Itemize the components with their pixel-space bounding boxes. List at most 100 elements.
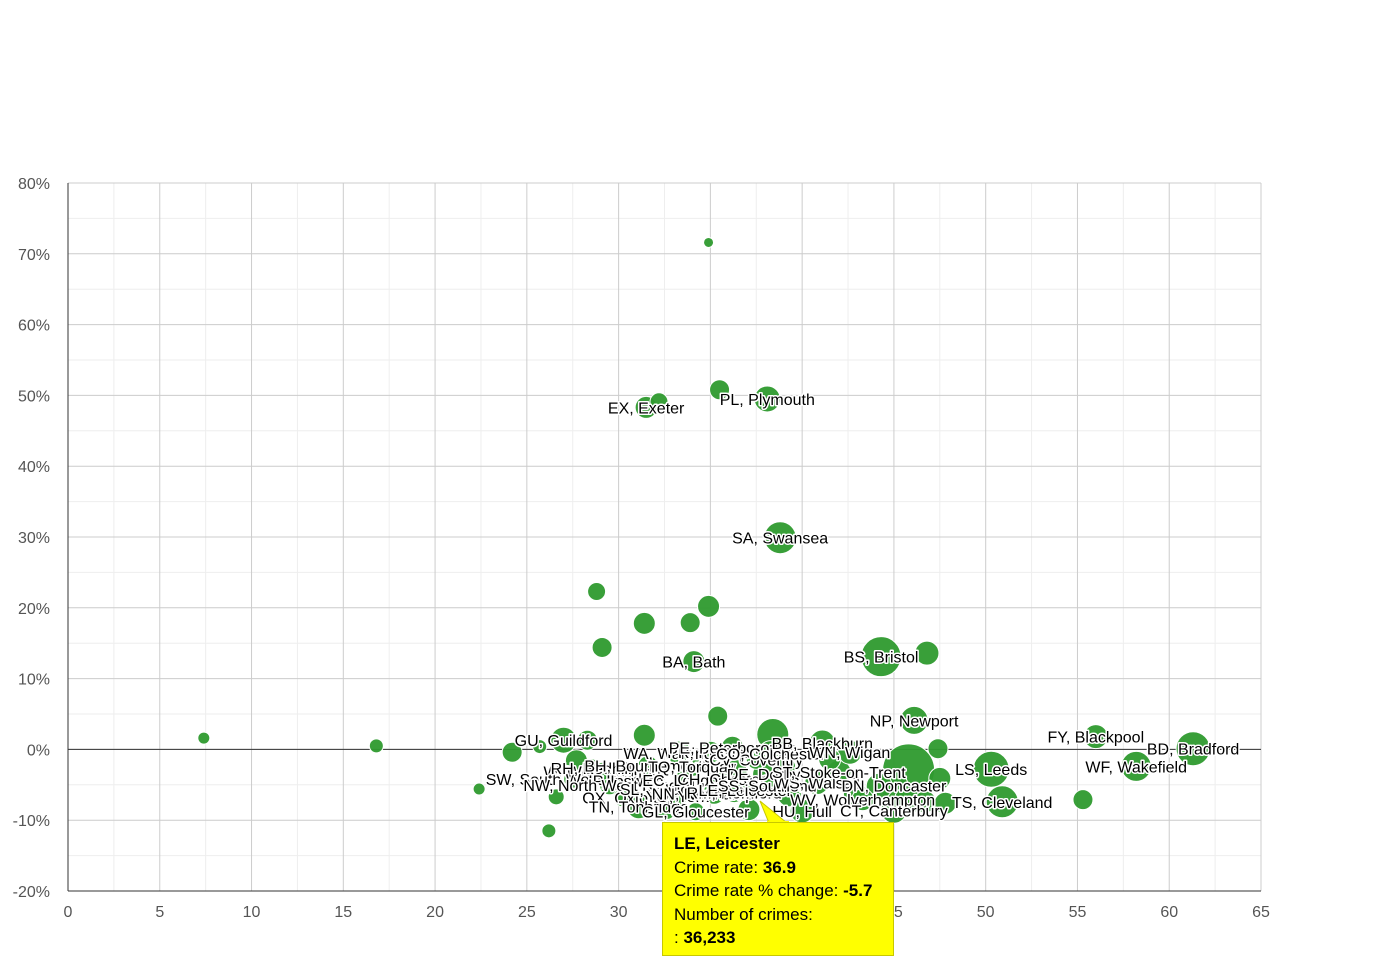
- bubble-point[interactable]: [576, 729, 598, 751]
- bubble-point[interactable]: [649, 392, 669, 412]
- bubble-point[interactable]: [666, 785, 688, 807]
- bubble-label: PL, Plymouth: [720, 392, 815, 409]
- bubble-label: RH, Redhill: [551, 761, 632, 778]
- bubble-point[interactable]: [928, 766, 952, 790]
- bubble-point[interactable]: [679, 612, 701, 634]
- chart-bubbles: [197, 236, 1211, 839]
- x-tick-label: 50: [977, 904, 995, 921]
- bubble-point[interactable]: [637, 755, 659, 777]
- y-tick-label: 60%: [18, 318, 50, 335]
- bubble-label: EX, Exeter: [608, 400, 685, 417]
- bubble-point[interactable]: [865, 772, 893, 800]
- bubble-label: FY, Blackpool: [1047, 730, 1144, 747]
- bubble-label: NW, North West London: [523, 778, 695, 795]
- bubble-label: TN, Tonbridge: [589, 800, 689, 817]
- bubble-point[interactable]: [763, 521, 797, 555]
- bubble-point[interactable]: [541, 823, 557, 839]
- bubble-point[interactable]: [755, 774, 779, 798]
- y-tick-label: 30%: [18, 530, 50, 547]
- bubble-label: BA, Bath: [662, 655, 725, 672]
- bubble-point[interactable]: [612, 788, 632, 808]
- tooltip-count-prefix: :: [674, 928, 679, 947]
- bubble-point[interactable]: [698, 740, 722, 764]
- bubble-point[interactable]: [851, 788, 875, 812]
- bubble-point[interactable]: [804, 770, 830, 796]
- tooltip-crime-rate-label: Crime rate:: [674, 857, 759, 877]
- bubble-point[interactable]: [737, 798, 761, 822]
- bubble-label: CT, Canterbury: [840, 803, 948, 820]
- bubble-label: WS, Walsall: [774, 776, 860, 793]
- bubble-point[interactable]: [686, 802, 706, 822]
- y-tick-label: 20%: [18, 601, 50, 618]
- tooltip-change-value: -5.7: [843, 881, 873, 900]
- bubble-label: WF, Wakefield: [1085, 759, 1187, 776]
- bubble-label: CO, Colchester: [716, 747, 826, 764]
- bubble-label: TQ, Torquay: [648, 759, 736, 776]
- bubble-label: SA, Swansea: [732, 531, 828, 548]
- bubble-point[interactable]: [632, 723, 656, 747]
- bubble-label: DE, Derby: [727, 767, 801, 784]
- bubble-point[interactable]: [626, 794, 652, 820]
- bubble-point[interactable]: [547, 788, 565, 806]
- bubble-point[interactable]: [591, 636, 613, 658]
- bubble-label: BD, Bradford: [1147, 742, 1239, 759]
- bubble-label: BH, Bournemouth: [584, 759, 711, 776]
- bubble-point[interactable]: [745, 748, 767, 770]
- bubble-point[interactable]: [563, 769, 583, 789]
- y-tick-label: -10%: [13, 813, 50, 830]
- bubble-label: EC, London: [642, 773, 727, 790]
- bubble-label: WN, Wigan: [809, 745, 890, 762]
- bubble-point[interactable]: [703, 236, 715, 248]
- bubble-label: PE, Peterborough: [669, 740, 796, 757]
- bubble-label: BB, Blackburn: [772, 736, 873, 753]
- bubble-point[interactable]: [1083, 724, 1109, 750]
- bubble-label: SS, Southend: [718, 779, 817, 796]
- bubble-point[interactable]: [724, 759, 748, 783]
- y-tick-label: 50%: [18, 388, 50, 405]
- bubble-label: SW, South West London: [486, 772, 660, 789]
- bubble-point[interactable]: [587, 582, 607, 602]
- bubble-point[interactable]: [753, 385, 781, 413]
- bubble-point[interactable]: [632, 611, 656, 635]
- bubble-point[interactable]: [681, 755, 703, 777]
- tooltip-count-label: Number of crimes:: [674, 904, 813, 924]
- bubble-point[interactable]: [860, 636, 902, 678]
- bubble-point[interactable]: [648, 778, 670, 800]
- bubble-point[interactable]: [818, 747, 842, 771]
- bubble-point[interactable]: [723, 782, 745, 804]
- x-tick-label: 20: [426, 904, 444, 921]
- bubble-label: NP, Newport: [870, 713, 959, 730]
- bubble-point[interactable]: [1072, 789, 1094, 811]
- bubble-label: CV, Coventry: [709, 752, 803, 769]
- bubble-label: SL, Slough: [620, 782, 698, 799]
- bubble-point[interactable]: [550, 726, 578, 754]
- bubble-point[interactable]: [501, 741, 523, 763]
- bubble-label: HU, Hull: [772, 804, 832, 821]
- bubble-point[interactable]: [581, 758, 601, 778]
- bubble-label: LE, Leicester: [699, 783, 793, 800]
- bubble-point[interactable]: [532, 739, 548, 755]
- bubble-point[interactable]: [720, 735, 744, 759]
- bubble-point[interactable]: [707, 705, 729, 727]
- y-tick-label: 10%: [18, 672, 50, 689]
- bubble-point[interactable]: [899, 705, 929, 735]
- bubble-point[interactable]: [368, 738, 384, 754]
- bubble-point[interactable]: [927, 738, 949, 760]
- bubble-point[interactable]: [1175, 731, 1211, 767]
- bubble-point[interactable]: [972, 750, 1010, 788]
- bubble-point[interactable]: [914, 640, 940, 666]
- tooltip-crime-rate-value: 36.9: [762, 857, 796, 877]
- bubble-point[interactable]: [985, 785, 1019, 819]
- y-tick-label: 40%: [18, 459, 50, 476]
- bubble-point[interactable]: [709, 379, 731, 401]
- bubble-label: GL, Gloucester: [642, 805, 750, 822]
- bubble-label: IP, Ipswich: [588, 774, 663, 791]
- bubble-label: NN, Northampton: [652, 786, 777, 803]
- x-tick-label: 5: [155, 904, 164, 921]
- bubble-point[interactable]: [697, 594, 721, 618]
- bubble-point[interactable]: [1120, 750, 1152, 782]
- bubble-point[interactable]: [472, 782, 486, 796]
- bubble-point[interactable]: [682, 650, 706, 674]
- bubble-point[interactable]: [197, 731, 211, 745]
- bubble-point[interactable]: [933, 791, 957, 815]
